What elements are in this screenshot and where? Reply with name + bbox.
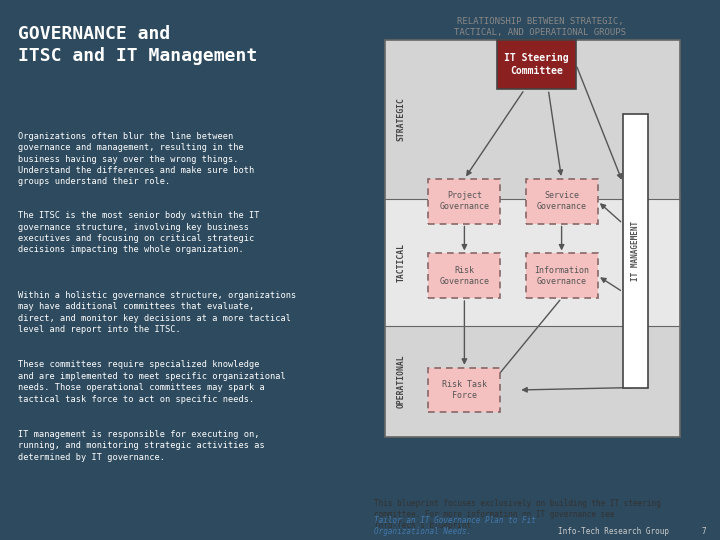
Text: GOVERNANCE and
ITSC and IT Management: GOVERNANCE and ITSC and IT Management <box>18 25 257 65</box>
Text: Tailor an IT Governance Plan to Fit
Organizational Needs.: Tailor an IT Governance Plan to Fit Orga… <box>374 516 536 536</box>
Bar <box>526 179 598 224</box>
Text: Risk
Governance: Risk Governance <box>439 266 490 286</box>
Text: RELATIONSHIP BETWEEN STRATEGIC,
TACTICAL, AND OPERATIONAL GROUPS: RELATIONSHIP BETWEEN STRATEGIC, TACTICAL… <box>454 17 626 37</box>
Text: IT management is responsible for executing on,
running, and monitoring strategic: IT management is responsible for executi… <box>18 430 265 462</box>
Bar <box>428 179 500 224</box>
Text: STRATEGIC: STRATEGIC <box>397 97 406 141</box>
Text: TACTICAL: TACTICAL <box>397 243 406 282</box>
Text: Within a holistic governance structure, organizations
may have additional commit: Within a holistic governance structure, … <box>18 291 296 334</box>
Bar <box>385 40 680 199</box>
Text: OPERATIONAL: OPERATIONAL <box>397 355 406 408</box>
Text: Information
Governance: Information Governance <box>534 266 589 286</box>
Text: This blueprint focuses exclusively on building the IT steering
committee. For mo: This blueprint focuses exclusively on bu… <box>374 499 661 530</box>
Text: IT MANAGEMENT: IT MANAGEMENT <box>631 221 640 281</box>
Text: Info-Tech Research Group: Info-Tech Research Group <box>558 528 669 536</box>
Bar <box>497 40 576 90</box>
Text: Service
Governance: Service Governance <box>536 191 587 211</box>
Text: Risk Task
Force: Risk Task Force <box>442 380 487 400</box>
Bar <box>385 199 680 326</box>
Bar <box>623 114 648 388</box>
Text: Organizations often blur the line between
governance and management, resulting i: Organizations often blur the line betwee… <box>18 132 254 186</box>
Text: 7: 7 <box>702 528 706 536</box>
Bar <box>385 326 680 437</box>
Bar <box>526 253 598 298</box>
Bar <box>428 368 500 413</box>
Bar <box>428 253 500 298</box>
Text: The ITSC is the most senior body within the IT
governance structure, involving k: The ITSC is the most senior body within … <box>18 211 259 254</box>
Text: These committees require specialized knowledge
and are implemented to meet speci: These committees require specialized kno… <box>18 360 286 403</box>
Text: IT Steering
Committee: IT Steering Committee <box>504 53 569 76</box>
Bar <box>385 40 680 437</box>
Text: Project
Governance: Project Governance <box>439 191 490 211</box>
